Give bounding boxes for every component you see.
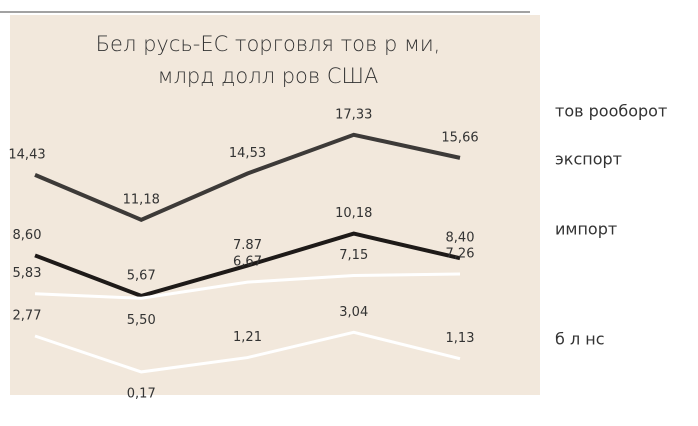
series-line bbox=[34, 231, 461, 299]
data-label: 7,26 bbox=[446, 246, 475, 261]
series-line bbox=[34, 132, 461, 222]
chart-title: Бел русь-ЕС торговля тов р ми, bbox=[96, 32, 441, 56]
legend-label: б л нс bbox=[555, 330, 605, 349]
data-label: 14,43 bbox=[8, 147, 45, 162]
data-label: 1,21 bbox=[233, 330, 262, 345]
data-label: 8,40 bbox=[446, 231, 475, 246]
data-label: 5,50 bbox=[127, 313, 156, 328]
plot-background bbox=[10, 15, 540, 395]
data-label: 7,15 bbox=[339, 248, 368, 263]
data-label: 15,66 bbox=[441, 130, 478, 145]
data-label: 14,53 bbox=[229, 146, 266, 161]
data-label: 2,77 bbox=[13, 308, 42, 323]
data-label: 5,83 bbox=[13, 266, 42, 281]
legend-label: экспорт bbox=[555, 150, 622, 169]
chart-title: млрд долл ров США bbox=[158, 64, 379, 88]
data-label: 17,33 bbox=[335, 107, 372, 122]
data-label: 1,13 bbox=[446, 331, 475, 346]
data-label: 8,60 bbox=[13, 228, 42, 243]
data-label: 11,18 bbox=[123, 192, 160, 207]
series-line bbox=[34, 330, 461, 374]
legend-label: тов рооборот bbox=[555, 102, 667, 121]
series-line bbox=[34, 272, 461, 300]
data-label: 3,04 bbox=[339, 305, 368, 320]
data-label: 5,67 bbox=[127, 268, 156, 283]
data-label: 0,17 bbox=[127, 386, 156, 401]
data-label: 10,18 bbox=[335, 206, 372, 221]
data-label: 6,67 bbox=[233, 255, 262, 270]
data-label: 7.87 bbox=[233, 238, 262, 253]
legend-label: импорт bbox=[555, 220, 617, 239]
